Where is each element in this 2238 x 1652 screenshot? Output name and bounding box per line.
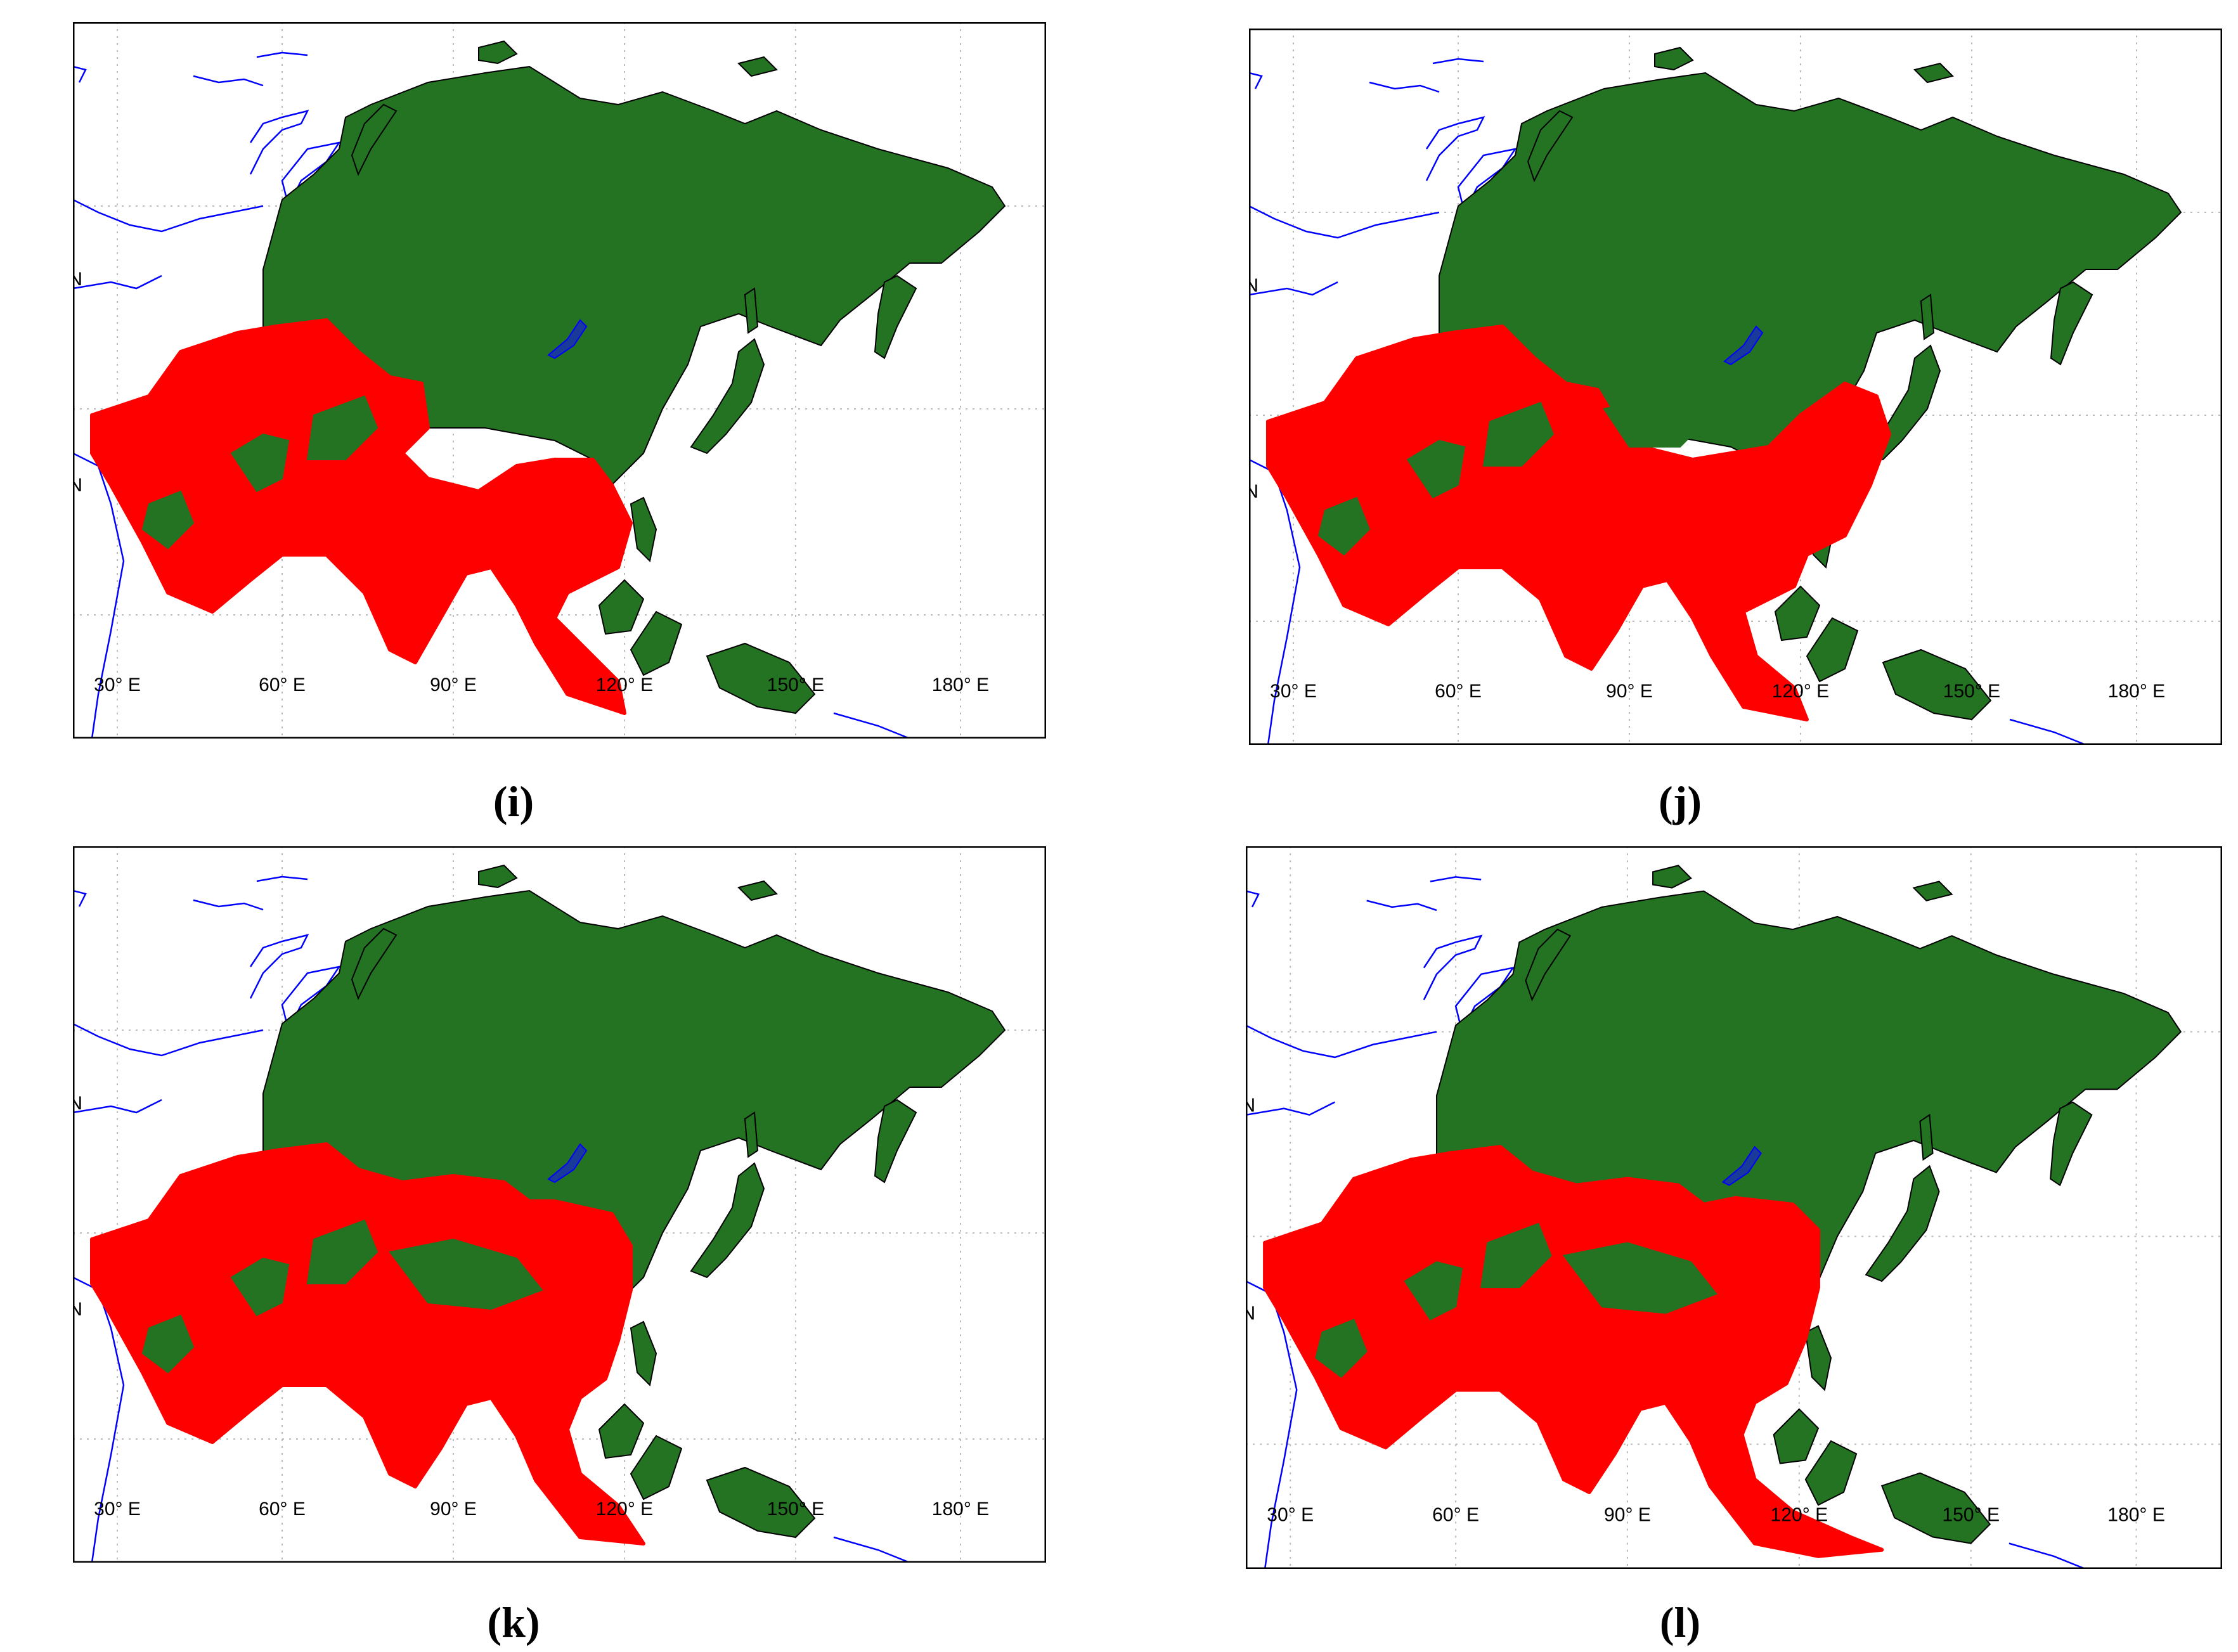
map-frame (73, 846, 1046, 1563)
suitability-zone (1266, 325, 1891, 721)
lat-tick-label: 30° N (1249, 481, 1258, 502)
suitability-zone (90, 318, 633, 715)
lon-tick-label: 60° E (1432, 1504, 1479, 1525)
panel-label-j: (j) (1659, 777, 1702, 825)
lat-tick-label: 60° N (1246, 1095, 1255, 1116)
map-frame (1249, 29, 2222, 745)
lon-tick-label: 120° E (1770, 1504, 1828, 1525)
lon-tick-label: 120° E (596, 674, 653, 695)
lon-tick-label: 120° E (596, 1499, 653, 1520)
map-frame (73, 22, 1046, 739)
lake-baikal (1723, 325, 1764, 366)
lon-tick-label: 180° E (2107, 1504, 2165, 1525)
lon-tick-label: 30° E (94, 674, 141, 695)
lon-tick-label: 60° E (259, 1499, 306, 1520)
lon-tick-label: 60° E (1435, 681, 1482, 702)
lon-tick-label: 120° E (1772, 681, 1829, 702)
panel-label-l: (l) (1659, 1598, 1701, 1646)
suitability-zone (1263, 1145, 1884, 1558)
lat-tick-label: 60° N (1249, 275, 1258, 296)
lat-tick-label: 60° N (73, 269, 82, 290)
lon-tick-label: 150° E (1943, 681, 2000, 702)
lon-tick-label: 150° E (767, 674, 824, 695)
lon-tick-label: 60° E (259, 674, 306, 695)
lon-tick-label: 90° E (1604, 1504, 1651, 1525)
lon-tick-label: 90° E (1606, 681, 1653, 702)
panel-label-i: (i) (493, 777, 534, 825)
map-frame (1246, 846, 2222, 1569)
lon-tick-label: 90° E (430, 674, 477, 695)
lake-baikal (547, 319, 588, 359)
lon-tick-label: 30° E (94, 1499, 141, 1520)
lake-baikal (547, 1143, 588, 1184)
lake-baikal (1721, 1145, 1762, 1186)
lat-tick-label: 30° N (1246, 1303, 1255, 1324)
lon-tick-label: 150° E (1942, 1504, 2000, 1525)
lat-tick-label: 60° N (73, 1093, 82, 1114)
lon-tick-label: 30° E (1270, 681, 1317, 702)
lon-tick-label: 180° E (932, 674, 989, 695)
ocean-coastlines (73, 875, 910, 1563)
lat-tick-label: 30° N (73, 1299, 82, 1320)
lon-tick-label: 150° E (767, 1499, 824, 1520)
lon-tick-label: 180° E (932, 1499, 989, 1520)
panel-label-k: (k) (487, 1598, 540, 1646)
lon-tick-label: 180° E (2108, 681, 2165, 702)
suitability-zone (90, 1142, 645, 1546)
lon-tick-label: 90° E (430, 1499, 477, 1520)
lat-tick-label: 30° N (73, 475, 82, 496)
lon-tick-label: 30° E (1267, 1504, 1314, 1525)
